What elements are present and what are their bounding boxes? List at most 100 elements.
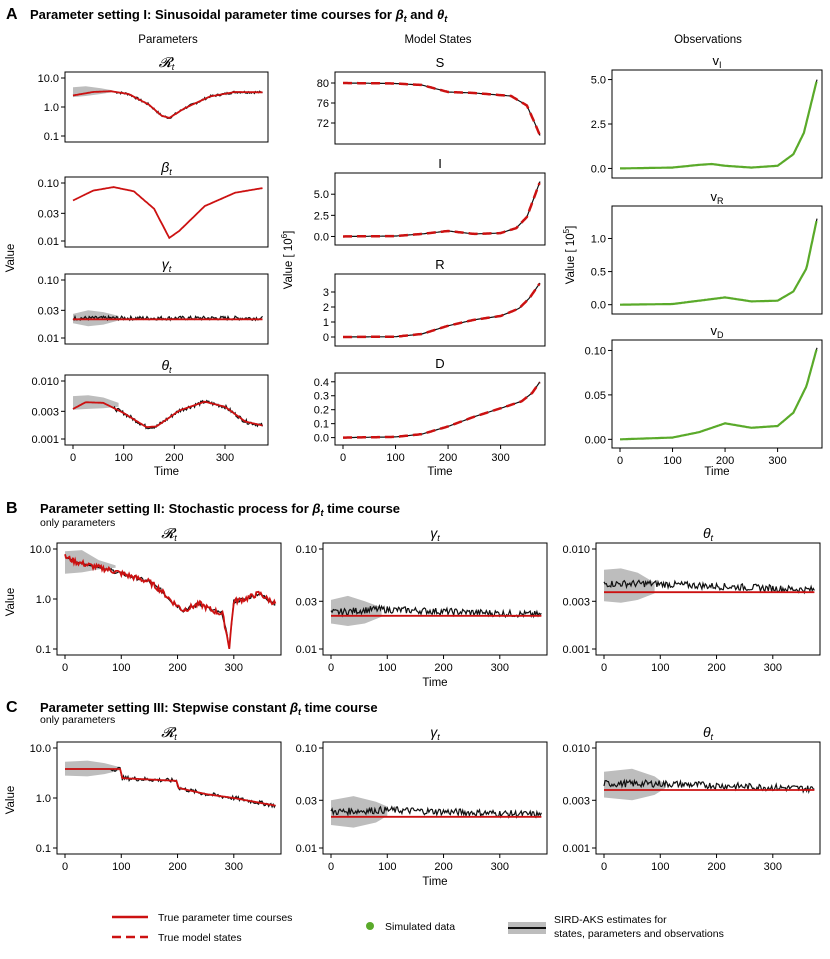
x-tick-label: 100	[112, 662, 130, 674]
panel-c-subtitle: only parameters	[40, 714, 115, 726]
plot-title-main: v	[711, 189, 718, 204]
plot-title-sub: I	[719, 60, 722, 70]
x-tick-label: 100	[114, 452, 132, 464]
estimate-line	[603, 579, 815, 595]
plot-title-sub: t	[169, 365, 172, 375]
simulated-data-line	[620, 81, 818, 170]
x-tick-label: 300	[491, 452, 509, 464]
estimate-line	[620, 79, 818, 169]
legend: True parameter time courses True model s…	[112, 912, 724, 944]
true-param-line	[72, 400, 263, 429]
plot-title-main: γ	[430, 525, 438, 541]
plot-frame	[611, 69, 823, 179]
simulated-data-line	[620, 349, 818, 441]
confidence-band	[604, 768, 666, 801]
y-tick-label: 0.0	[591, 163, 606, 175]
y-tick-label: 0.01	[38, 333, 59, 345]
y-tick-label: 5.0	[591, 75, 606, 87]
plot-frame	[64, 273, 269, 345]
plot-frame	[334, 71, 546, 145]
plot-title: vD	[711, 323, 725, 340]
estimate-line	[343, 181, 541, 238]
panel-c-title: Parameter setting III: Stepwise constant…	[40, 700, 378, 717]
plot-title-sub: t	[169, 264, 172, 274]
plot-title-main: θ	[703, 724, 711, 740]
plot-title-main: γ	[430, 724, 438, 740]
plot-a-rs: R 0 1 2 3	[323, 257, 546, 347]
y-tick-label: 0.1	[36, 843, 51, 855]
y-tick-label: 1	[323, 317, 329, 329]
plot-frame	[595, 741, 821, 855]
column-header-parameters: Parameters	[138, 34, 198, 46]
x-tick-label: 100	[386, 452, 404, 464]
simulated-data-line	[620, 220, 818, 306]
plot-c-theta: θt 0.001 0.003 0.010 0 100 200 300	[562, 724, 821, 873]
y-tick-label: 0.2	[314, 405, 329, 417]
plot-title: θt	[161, 357, 172, 375]
true-state-line	[343, 381, 541, 439]
y-tick-label: 0.10	[296, 544, 317, 556]
y-tick-label: 0.10	[296, 743, 317, 755]
estimate-line	[620, 218, 818, 306]
y-tick-label: 2.5	[591, 119, 606, 131]
plot-title-main: S	[436, 55, 445, 70]
y-tick-label: 0.1	[36, 644, 51, 656]
plot-title: θt	[703, 525, 714, 543]
confidence-band	[73, 310, 119, 327]
plot-title-main: θ	[703, 525, 711, 541]
x-tick-label: 200	[707, 662, 725, 674]
estimate-line	[603, 778, 815, 795]
panel-a-states-ylabel: Value [ 106]	[280, 231, 295, 290]
plot-title: 𝓡t	[159, 54, 175, 72]
panel-letter-c: C	[6, 699, 18, 716]
x-tick-label: 300	[225, 861, 243, 873]
x-tick-label: 100	[378, 861, 396, 873]
y-tick-label: 1.0	[36, 594, 51, 606]
x-tick-label: 200	[434, 662, 452, 674]
plot-title-main: θ	[161, 357, 169, 373]
x-tick-label: 300	[491, 861, 509, 873]
column-header-states: Model States	[404, 34, 471, 46]
true-state-line	[343, 81, 541, 135]
y-tick-label: 10.0	[30, 544, 51, 556]
plot-title-main: 𝓡	[161, 525, 177, 541]
plot-frame	[334, 372, 546, 446]
panel-letter-b: B	[6, 500, 18, 517]
x-tick-label: 0	[62, 662, 68, 674]
plot-title-sub: R	[717, 196, 724, 206]
y-tick-label: 80	[317, 78, 329, 90]
y-tick-label: 0.010	[562, 544, 590, 556]
plot-title: 𝓡t	[161, 525, 177, 543]
x-tick-label: 100	[663, 455, 681, 467]
legend-true-param-label: True parameter time courses	[158, 912, 292, 924]
plot-title: γt	[430, 525, 440, 543]
y-tick-label: 0.10	[38, 275, 59, 287]
plot-a-i: I 0.0 2.5 5.0	[314, 156, 546, 246]
x-tick-label: 300	[491, 662, 509, 674]
y-tick-label: 0.01	[296, 644, 317, 656]
plot-title-sub: D	[717, 330, 724, 340]
legend-est-label-2: states, parameters and observations	[554, 928, 724, 940]
legend-est-label-1: SIRD-AKS estimates for	[554, 914, 667, 926]
y-tick-label: 0.1	[44, 131, 59, 143]
x-tick-label: 0	[62, 861, 68, 873]
plot-title-main: D	[435, 356, 444, 371]
x-tick-label: 100	[378, 662, 396, 674]
plot-title-main: 𝓡	[161, 724, 177, 740]
plot-title-sub: t	[174, 732, 177, 742]
panel-letter-a: A	[6, 6, 18, 23]
x-tick-label: 200	[168, 861, 186, 873]
plot-a-r: 𝓡t 0.1 1.0 10.0	[38, 54, 269, 143]
plot-title-main: 𝓡	[159, 54, 175, 70]
plot-a-gamma: γt 0.01 0.03 0.10	[38, 256, 269, 345]
y-tick-label: 0.03	[38, 208, 59, 220]
x-tick-label: 0	[601, 662, 607, 674]
y-tick-label: 1.0	[44, 102, 59, 114]
x-tick-label: 300	[764, 662, 782, 674]
plot-frame	[64, 176, 269, 248]
true-param-line	[72, 186, 263, 240]
plot-title-sub: t	[711, 732, 714, 742]
plot-frame	[334, 172, 546, 246]
x-tick-label: 100	[651, 861, 669, 873]
plot-a-beta: βt 0.01 0.03 0.10	[38, 159, 269, 248]
